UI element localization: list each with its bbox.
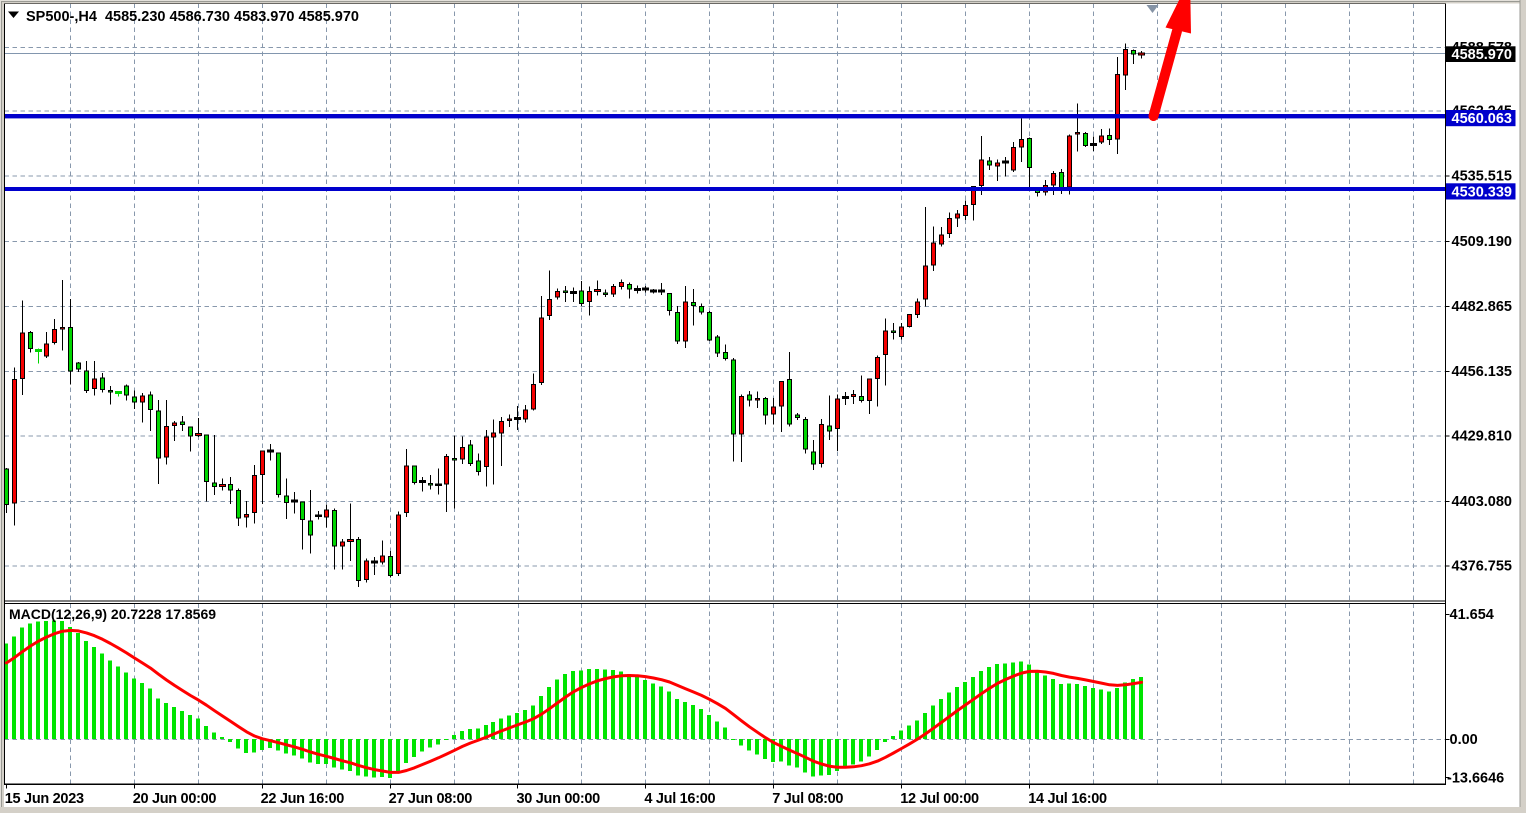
svg-text:4482.865: 4482.865 [1452,299,1512,315]
svg-text:4403.080: 4403.080 [1452,494,1512,510]
svg-text:4530.339: 4530.339 [1452,184,1512,200]
svg-text:4456.135: 4456.135 [1452,364,1512,380]
svg-text:4560.063: 4560.063 [1452,111,1512,127]
svg-text:27 Jun 08:00: 27 Jun 08:00 [389,791,473,807]
svg-text:4509.190: 4509.190 [1452,234,1512,250]
svg-text:15 Jun 2023: 15 Jun 2023 [5,791,84,807]
svg-text:7 Jul 08:00: 7 Jul 08:00 [772,791,843,807]
svg-text:4376.755: 4376.755 [1452,559,1512,575]
svg-text:4429.810: 4429.810 [1452,429,1512,445]
svg-text:MACD(12,26,9) 20.7228 17.8569: MACD(12,26,9) 20.7228 17.8569 [9,606,216,622]
svg-text:22 Jun 16:00: 22 Jun 16:00 [261,791,345,807]
svg-text:41.654: 41.654 [1450,607,1494,623]
svg-text:4585.970: 4585.970 [1452,47,1512,63]
svg-text:4 Jul 16:00: 4 Jul 16:00 [644,791,715,807]
svg-text:20 Jun 00:00: 20 Jun 00:00 [133,791,217,807]
svg-text:SP500-,H4 4585.230 4586.730 4: SP500-,H4 4585.230 4586.730 4583.970 458… [26,9,359,25]
svg-text:0.00: 0.00 [1450,732,1478,748]
svg-text:14 Jul 16:00: 14 Jul 16:00 [1028,791,1107,807]
svg-text:30 Jun 00:00: 30 Jun 00:00 [517,791,601,807]
svg-text:4535.515: 4535.515 [1452,169,1512,185]
svg-text:12 Jul 00:00: 12 Jul 00:00 [900,791,979,807]
svg-text:-13.6646: -13.6646 [1447,770,1504,786]
